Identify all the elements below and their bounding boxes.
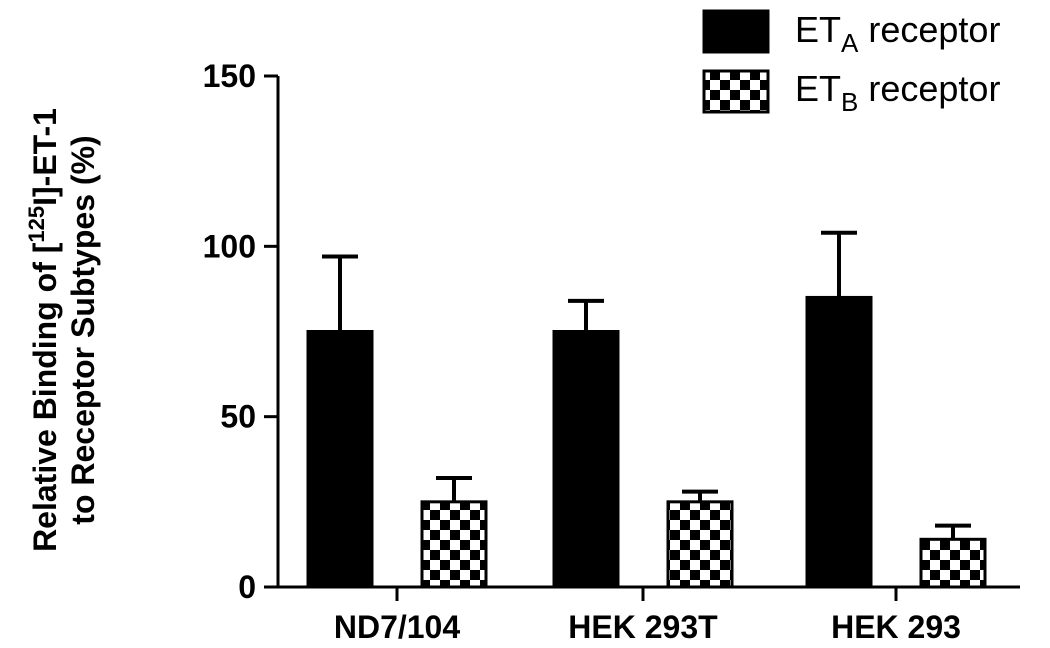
y-axis-label-line-1: Relative Binding of [125I]-ET-1 [24, 108, 64, 552]
legend: ETA receptor ETB receptor [702, 9, 1000, 117]
legend-label-etb: ETB receptor [795, 68, 1000, 117]
bar-eta-1 [306, 330, 374, 589]
bar-etb-1 [420, 500, 488, 589]
bar-etb-3 [919, 537, 987, 589]
x-tick-label: ND7/104 [334, 609, 461, 645]
bar-eta-2 [552, 330, 620, 589]
bar-etb-2 [666, 500, 734, 589]
y-ticks: 0 50 100 150 [203, 58, 278, 605]
y-axis-label: Relative Binding of [125I]-ET-1 to Recep… [24, 108, 102, 552]
x-tick-label: HEK 293T [568, 609, 718, 645]
y-tick-label: 50 [220, 399, 256, 435]
y-tick-label: 150 [203, 58, 256, 94]
legend-label-eta: ETA receptor [795, 9, 1000, 58]
x-tick-label: HEK 293 [831, 609, 961, 645]
legend-swatch-eta [702, 9, 770, 54]
y-tick-label: 100 [203, 228, 256, 264]
x-tick-labels: ND7/104 HEK 293T HEK 293 [334, 587, 961, 645]
legend-swatch-etb [702, 69, 770, 114]
bars [306, 230, 987, 589]
y-tick-label: 0 [238, 569, 256, 605]
bar-eta-3 [805, 295, 873, 589]
y-axis-label-line-2: to Receptor Subtypes (%) [65, 135, 101, 524]
